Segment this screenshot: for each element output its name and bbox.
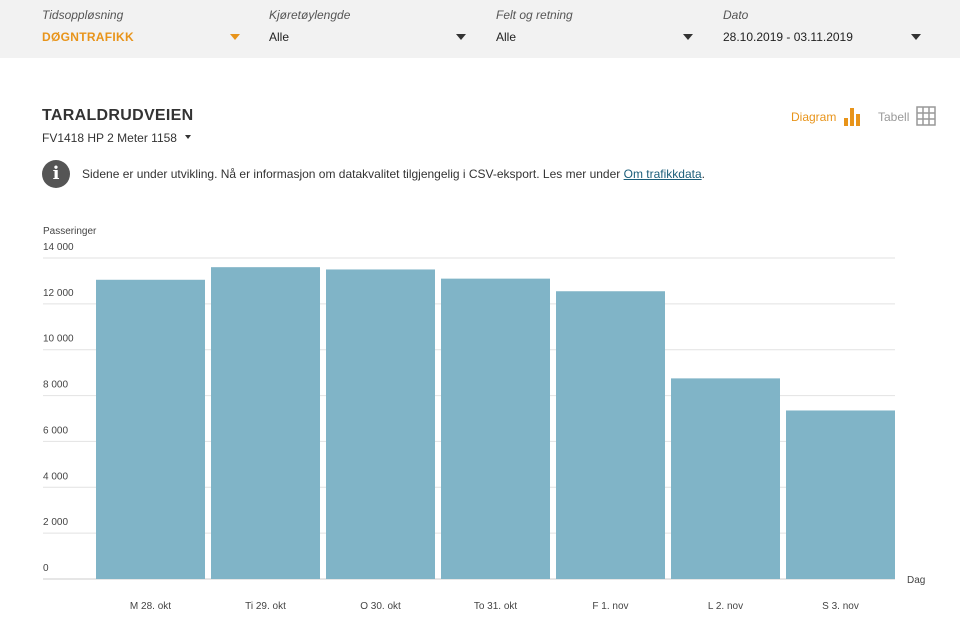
bar[interactable] [211,267,320,579]
y-tick-label: 0 [43,563,49,574]
y-tick-label: 10 000 [43,334,74,345]
bar[interactable] [96,279,205,579]
info-message: Sidene er under utvikling. Nå er informa… [82,167,705,181]
x-axis-label: Dag [907,575,925,586]
bar[interactable] [556,291,665,579]
x-tick-label: F 1. nov [592,601,628,612]
filter-value: Alle [269,30,290,44]
bar[interactable] [786,410,895,579]
diagram-view-button[interactable]: Diagram [791,106,863,128]
y-tick-label: 4 000 [43,471,68,482]
y-tick-label: 6 000 [43,425,68,436]
bar[interactable] [441,278,550,579]
chevron-down-icon[interactable] [911,34,921,40]
x-tick-label: L 2. nov [708,601,743,612]
caret-down-icon [184,135,191,139]
x-tick-label: Ti 29. okt [245,601,286,612]
grid-icon [916,106,936,126]
filter-value: 28.10.2019 - 03.11.2019 [723,30,853,44]
x-tick-label: To 31. okt [474,601,518,612]
y-tick-label: 8 000 [43,380,68,391]
filter-value: Alle [496,30,517,44]
bar-chart-icon [844,108,860,126]
station-selector[interactable]: FV1418 HP 2 Meter 1158 [42,131,191,145]
page-title: TARALDRUDVEIEN [42,107,194,124]
filter-kjoretoylengde[interactable]: Kjøretøylengde Alle [269,8,469,52]
x-tick-label: M 28. okt [130,601,171,612]
filter-label: Tidsoppløsning [42,8,124,22]
chevron-down-icon[interactable] [456,34,466,40]
chevron-down-icon[interactable] [230,34,240,40]
info-icon: i [42,160,70,188]
x-tick-label: O 30. okt [360,601,401,612]
bar[interactable] [326,269,435,579]
filter-felt-og-retning[interactable]: Felt og retning Alle [496,8,696,52]
y-axis-label: Passeringer [43,226,97,237]
table-label: Tabell [878,110,910,124]
x-tick-label: S 3. nov [822,601,859,612]
diagram-label: Diagram [791,110,837,124]
filter-label: Dato [723,8,749,22]
filter-bar: Tidsoppløsning DØGNTRAFIKK Kjøretøylengd… [0,0,960,58]
y-tick-label: 12 000 [43,288,74,299]
chevron-down-icon[interactable] [683,34,693,40]
y-tick-label: 2 000 [43,517,68,528]
filter-value: DØGNTRAFIKK [42,30,134,44]
station-name: FV1418 HP 2 Meter 1158 [42,131,177,145]
om-trafikkdata-link[interactable]: Om trafikkdata [623,167,702,181]
y-tick-label: 14 000 [43,242,74,253]
traffic-bar-chart: Passeringer Dag 0 2 000 4 000 6 000 8 000 10 … [43,226,925,612]
table-view-button[interactable]: Tabell [878,106,938,128]
filter-label: Kjøretøylengde [269,8,351,22]
bar[interactable] [671,378,780,579]
info-text: Sidene er under utvikling. Nå er informa… [82,167,624,181]
info-suffix: . [701,167,705,181]
filter-label: Felt og retning [496,8,573,22]
filter-dato[interactable]: Dato 28.10.2019 - 03.11.2019 [723,8,923,52]
filter-tidsopplosning[interactable]: Tidsoppløsning DØGNTRAFIKK [42,8,242,52]
